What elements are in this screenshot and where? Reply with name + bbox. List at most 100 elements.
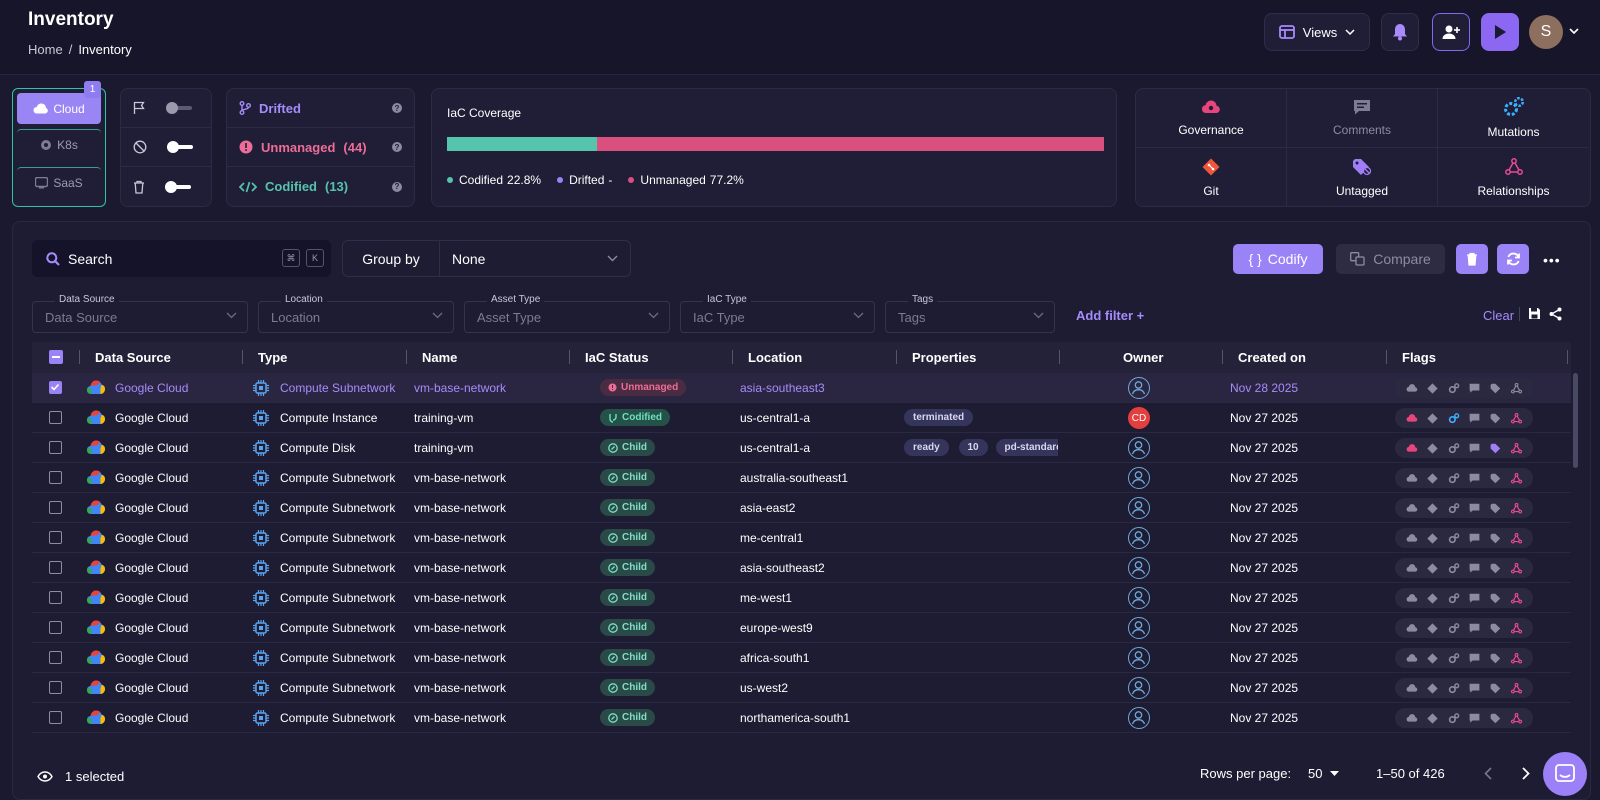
row-checkbox[interactable] [49,681,62,694]
row-checkbox[interactable] [49,651,62,664]
owner-avatar-icon[interactable] [1128,707,1150,729]
name-cell[interactable]: training-vm [414,411,474,425]
owner-avatar-icon[interactable] [1128,587,1150,609]
relationships-flag-icon[interactable] [1511,682,1523,694]
ghost-toggle[interactable] [167,141,193,153]
mutations-flag-icon[interactable] [1448,532,1460,544]
name-cell[interactable]: vm-base-network [414,531,507,545]
provider-saas[interactable]: SaaS [17,167,101,198]
col-created-on[interactable]: Created on [1238,350,1306,365]
mutations-flag-icon[interactable] [1448,412,1460,424]
iac-status-badge[interactable]: Child [600,589,655,606]
col-iac-status[interactable]: IaC Status [585,350,649,365]
filter-iac-type[interactable]: IaC Type IaC Type [680,294,875,333]
owner-avatar-icon[interactable] [1128,377,1150,399]
table-row[interactable]: Google Cloud Compute Subnetwork vm-base-ne… [32,613,1571,643]
git-flag-icon[interactable] [1427,712,1438,724]
iac-status-badge[interactable]: Child [600,439,655,456]
breadcrumb-home[interactable]: Home [28,42,63,57]
row-checkbox[interactable] [49,591,62,604]
name-cell[interactable]: vm-base-network [414,381,507,395]
group-by-select[interactable]: Group by None [342,240,631,277]
git-flag-icon[interactable] [1427,412,1438,424]
owner-avatar-icon[interactable] [1128,557,1150,579]
filter-data-source[interactable]: Data Source Data Source [32,294,248,333]
iac-status-badge[interactable]: Child [600,469,655,486]
owner-avatar-icon[interactable] [1128,527,1150,549]
comment-flag-icon[interactable] [1469,683,1480,693]
tag-flag-icon[interactable] [1490,503,1502,514]
table-row[interactable]: Google Cloud Compute Subnetwork vm-base-ne… [32,703,1571,733]
row-checkbox[interactable] [49,471,62,484]
status-codified[interactable]: Codified (13) ? [227,167,414,206]
status-drifted[interactable]: Drifted ? [227,89,414,128]
provider-k8s[interactable]: K8s [17,129,101,160]
comment-flag-icon[interactable] [1469,593,1480,603]
table-row[interactable]: Google Cloud Compute Subnetwork vm-base-ne… [32,493,1571,523]
share-icon[interactable] [1549,307,1562,321]
avatar[interactable]: S [1529,15,1563,49]
comment-flag-icon[interactable] [1469,533,1480,543]
name-cell[interactable]: vm-base-network [414,711,507,725]
governance-flag-icon[interactable] [1406,533,1418,543]
col-type[interactable]: Type [258,350,288,365]
relationships-flag-icon[interactable] [1511,382,1523,394]
codify-button[interactable]: { } Codify [1233,244,1323,274]
owner-avatar-icon[interactable] [1128,647,1150,669]
clear-filters-link[interactable]: Clear [1483,308,1515,323]
tag-flag-icon[interactable] [1490,653,1502,664]
git-flag-icon[interactable] [1427,472,1438,484]
mutations-flag-icon[interactable] [1448,682,1460,694]
next-page-icon[interactable] [1522,767,1530,780]
table-row[interactable]: Google Cloud Compute Instance training-vm C… [32,403,1571,433]
table-row[interactable]: Google Cloud Compute Subnetwork vm-base-ne… [32,583,1571,613]
git-flag-icon[interactable] [1427,532,1438,544]
rows-per-page-select[interactable]: 50 [1308,766,1340,781]
tag-flag-icon[interactable] [1490,563,1502,574]
comment-flag-icon[interactable] [1469,383,1480,393]
iac-status-badge[interactable]: Child [600,619,655,636]
chevron-down-icon[interactable] [1569,28,1579,34]
git-flag-icon[interactable] [1427,562,1438,574]
name-cell[interactable]: training-vm [414,441,474,455]
git-card[interactable]: Git [1136,148,1287,207]
help-icon[interactable]: ? [392,142,402,152]
refresh-button[interactable] [1497,244,1529,274]
iac-status-badge[interactable]: Child [600,679,655,696]
views-button[interactable]: Views [1264,13,1370,51]
tag-flag-icon[interactable] [1490,683,1502,694]
table-row[interactable]: Google Cloud Compute Subnetwork vm-base-ne… [32,523,1571,553]
governance-flag-icon[interactable] [1406,683,1418,693]
git-flag-icon[interactable] [1427,442,1438,454]
comment-flag-icon[interactable] [1469,623,1480,633]
governance-flag-icon[interactable] [1406,473,1418,483]
name-cell[interactable]: vm-base-network [414,561,507,575]
name-cell[interactable]: vm-base-network [414,501,507,515]
relationships-flag-icon[interactable] [1511,592,1523,604]
owner-avatar-icon[interactable] [1128,467,1150,489]
comment-flag-icon[interactable] [1469,473,1480,483]
table-row[interactable]: Google Cloud Compute Subnetwork vm-base-ne… [32,373,1571,403]
tag-flag-icon[interactable] [1490,413,1502,424]
governance-flag-icon[interactable] [1406,653,1418,663]
prev-page-icon[interactable] [1484,767,1492,780]
git-flag-icon[interactable] [1427,682,1438,694]
search-input[interactable]: Search ⌘ K [32,240,331,277]
filter-location[interactable]: Location Location [258,294,454,333]
name-cell[interactable]: vm-base-network [414,621,507,635]
play-button[interactable] [1481,13,1519,51]
notifications-button[interactable] [1381,13,1419,51]
col-name[interactable]: Name [422,350,458,365]
mutations-flag-icon[interactable] [1448,472,1460,484]
col-owner[interactable]: Owner [1123,350,1164,365]
eye-icon[interactable] [37,771,53,782]
relationships-flag-icon[interactable] [1511,712,1523,724]
save-icon[interactable] [1528,307,1541,320]
owner-avatar-icon[interactable] [1128,677,1150,699]
relationships-flag-icon[interactable] [1511,412,1523,424]
help-icon[interactable]: ? [392,103,402,113]
relationships-flag-icon[interactable] [1511,532,1523,544]
tag-flag-icon[interactable] [1490,473,1502,484]
iac-status-badge[interactable]: Codified [600,409,670,426]
name-cell[interactable]: vm-base-network [414,471,507,485]
